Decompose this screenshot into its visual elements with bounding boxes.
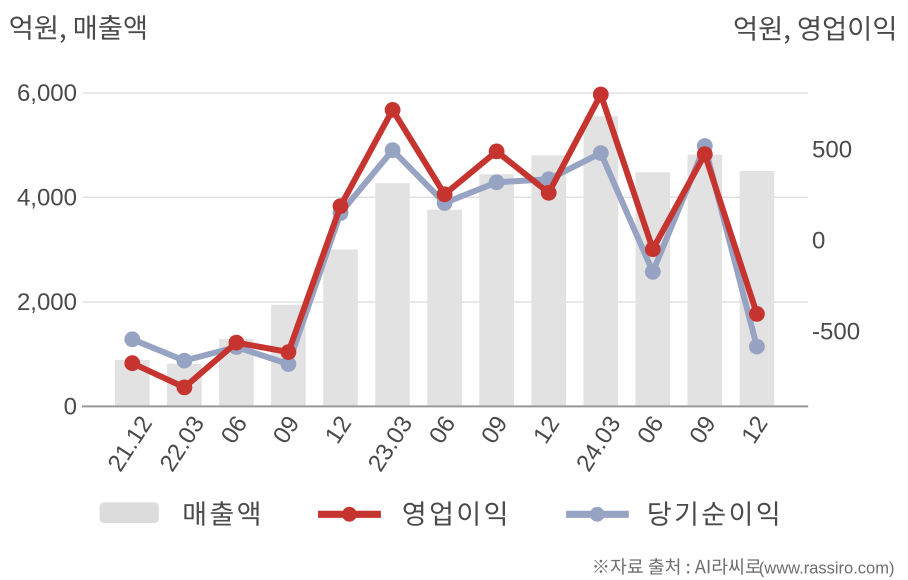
svg-text:6,000: 6,000 xyxy=(17,80,77,107)
svg-text:2,000: 2,000 xyxy=(17,289,77,316)
svg-text:-500: -500 xyxy=(812,318,860,345)
svg-text:0: 0 xyxy=(812,227,825,254)
svg-text:4,000: 4,000 xyxy=(17,184,77,211)
svg-text:0: 0 xyxy=(64,394,77,421)
svg-text:(www.rassiro.com): (www.rassiro.com) xyxy=(759,559,895,577)
svg-text:500: 500 xyxy=(812,136,852,163)
